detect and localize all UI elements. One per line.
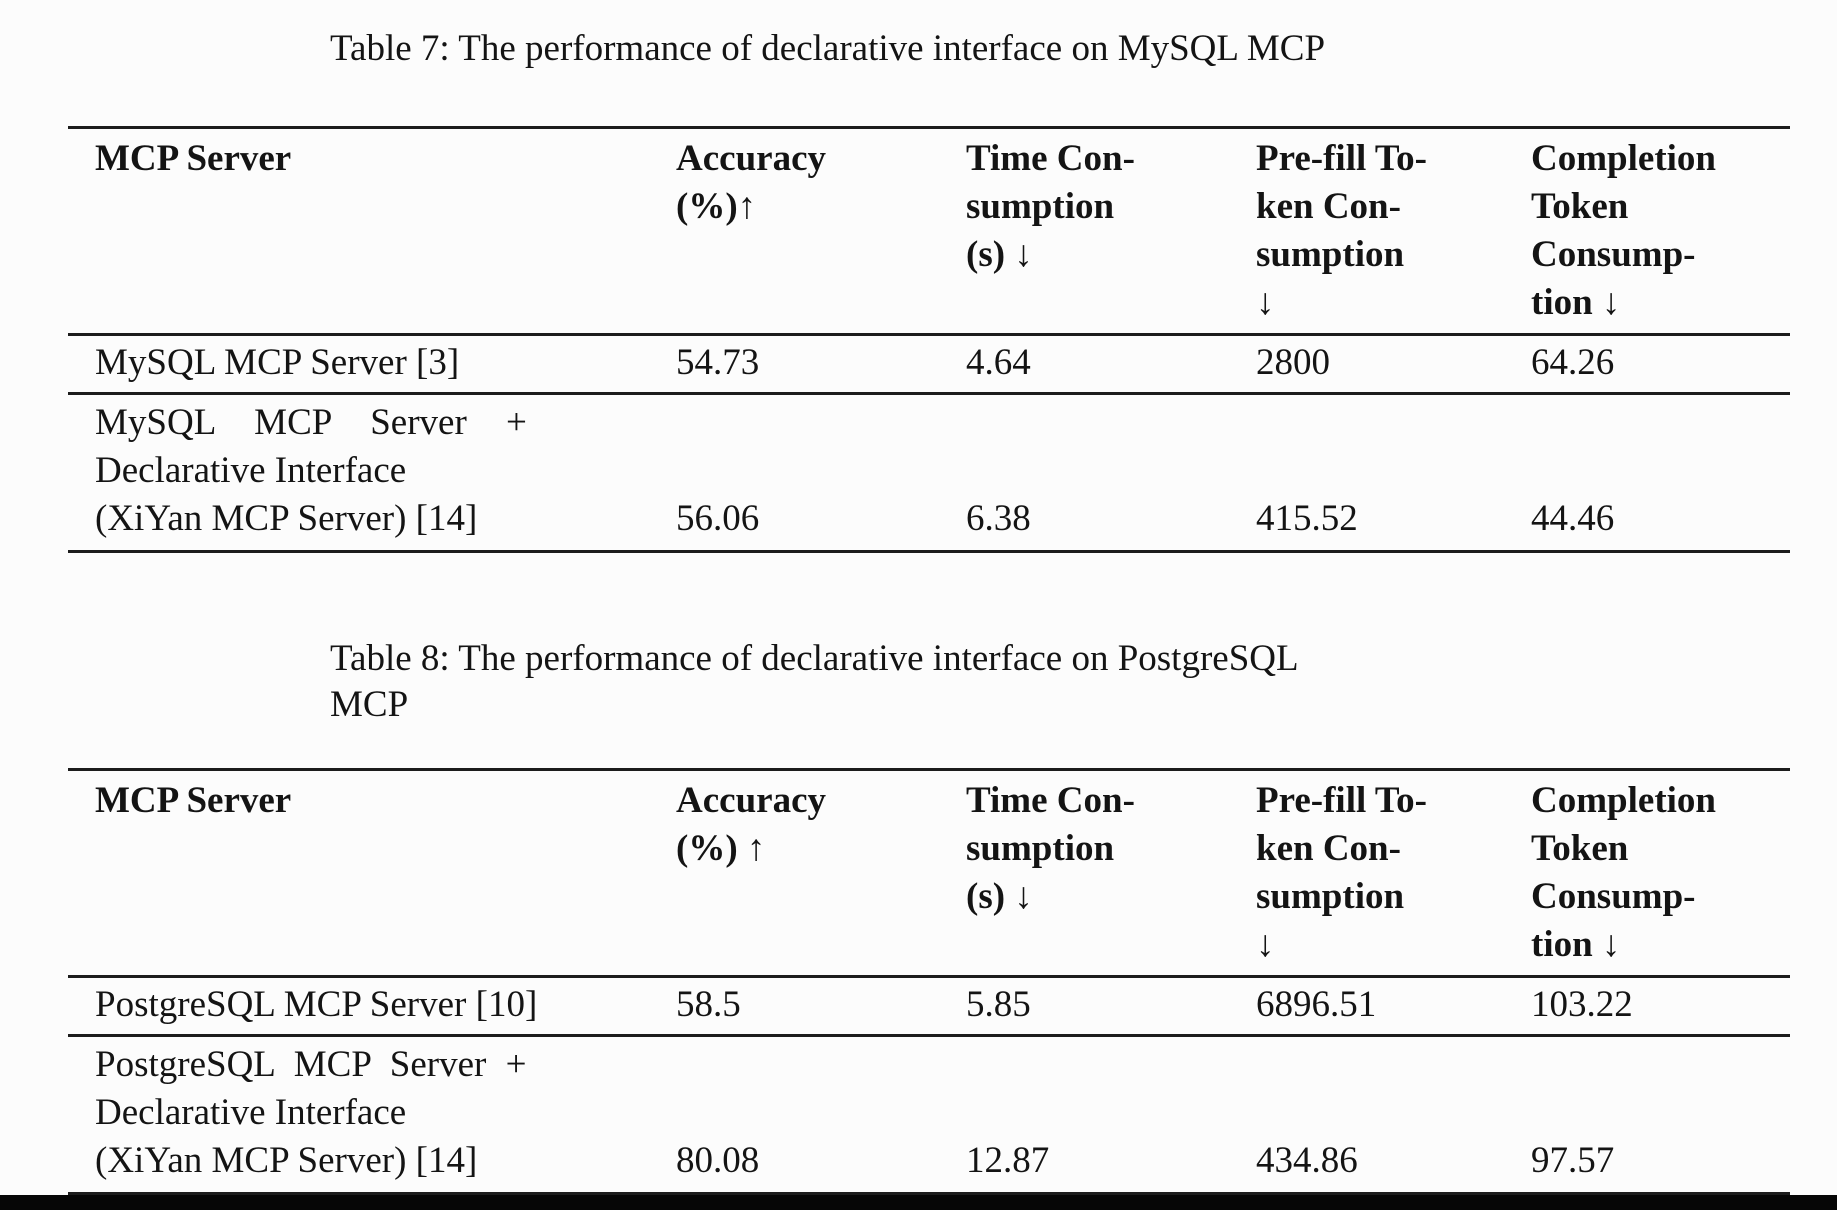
cell-accuracy: 80.08 — [676, 1140, 760, 1181]
server-name-line: Declarative Interface — [95, 1092, 407, 1133]
col-header-accuracy: Accuracy (%) ↑ — [660, 769, 950, 978]
table-8-header-row: MCP Server Accuracy (%) ↑ Time Con- sump… — [68, 769, 1790, 978]
table-7-caption-line: Table 7: The performance of declarative … — [330, 28, 1326, 69]
col-header-completion-token: Completion Token Consump- tion ↓ — [1515, 769, 1790, 978]
table-8-caption-line: MCP — [330, 684, 409, 725]
col-header-accuracy: Accuracy (%)↑ — [660, 127, 950, 336]
cell-time: 6.38 — [966, 498, 1031, 539]
col-header-mcp-server: MCP Server — [68, 769, 660, 978]
cell-accuracy: 56.06 — [676, 498, 760, 539]
server-name-line: PostgreSQL MCP Server + — [95, 1044, 527, 1085]
cell-accuracy: 58.5 — [660, 976, 950, 1037]
cell-server-name: MySQL MCP Server + Declarative Interface… — [68, 394, 660, 552]
cell-prefill: 6896.51 — [1240, 976, 1515, 1037]
cell-server-name: MySQL MCP Server [3] — [68, 334, 660, 395]
table-row-mysql-declarative: MySQL MCP Server + Declarative Interface… — [68, 394, 1790, 552]
cell-prefill: 415.52 — [1256, 498, 1358, 539]
col-header-mcp-server: MCP Server — [68, 127, 660, 336]
cell-completion: 44.46 — [1531, 498, 1615, 539]
cell-accuracy: 54.73 — [660, 334, 950, 395]
table-7-caption: Table 7: The performance of declarative … — [330, 26, 1570, 72]
col-header-completion-token: Completion Token Consump- tion ↓ — [1515, 127, 1790, 336]
table-7-header-row: MCP Server Accuracy (%)↑ Time Con- sumpt… — [68, 127, 1790, 336]
cell-time: 5.85 — [950, 976, 1240, 1037]
table-8: MCP Server Accuracy (%) ↑ Time Con- sump… — [68, 768, 1790, 1195]
cell-completion: 97.57 — [1531, 1140, 1615, 1181]
bottom-black-bar — [0, 1195, 1837, 1210]
cell-prefill: 434.86 — [1256, 1140, 1358, 1181]
cell-server-name: PostgreSQL MCP Server [10] — [68, 976, 660, 1037]
cell-completion: 64.26 — [1515, 334, 1790, 395]
server-name-line: (XiYan MCP Server) [14] — [95, 498, 478, 539]
cell-server-name: PostgreSQL MCP Server + Declarative Inte… — [68, 1036, 660, 1194]
server-name-line: (XiYan MCP Server) [14] — [95, 1140, 478, 1181]
cell-completion: 103.22 — [1515, 976, 1790, 1037]
table-7: MCP Server Accuracy (%)↑ Time Con- sumpt… — [68, 126, 1790, 553]
table-row-postgresql-baseline: PostgreSQL MCP Server [10] 58.5 5.85 689… — [68, 976, 1790, 1037]
table-row-mysql-baseline: MySQL MCP Server [3] 54.73 4.64 2800 64.… — [68, 334, 1790, 395]
col-header-time-consumption: Time Con- sumption (s) ↓ — [950, 769, 1240, 978]
col-header-time-consumption: Time Con- sumption (s) ↓ — [950, 127, 1240, 336]
table-8-caption: Table 8: The performance of declarative … — [330, 636, 1570, 728]
col-header-prefill-token: Pre-fill To- ken Con- sumption ↓ — [1240, 127, 1515, 336]
table-row-postgresql-declarative: PostgreSQL MCP Server + Declarative Inte… — [68, 1036, 1790, 1194]
col-header-prefill-token: Pre-fill To- ken Con- sumption ↓ — [1240, 769, 1515, 978]
cell-prefill: 2800 — [1240, 334, 1515, 395]
server-name-line: Declarative Interface — [95, 450, 407, 491]
cell-time: 4.64 — [950, 334, 1240, 395]
server-name-line: MySQL MCP Server + — [95, 402, 527, 443]
table-8-caption-line: Table 8: The performance of declarative … — [330, 638, 1299, 679]
cell-time: 12.87 — [966, 1140, 1050, 1181]
